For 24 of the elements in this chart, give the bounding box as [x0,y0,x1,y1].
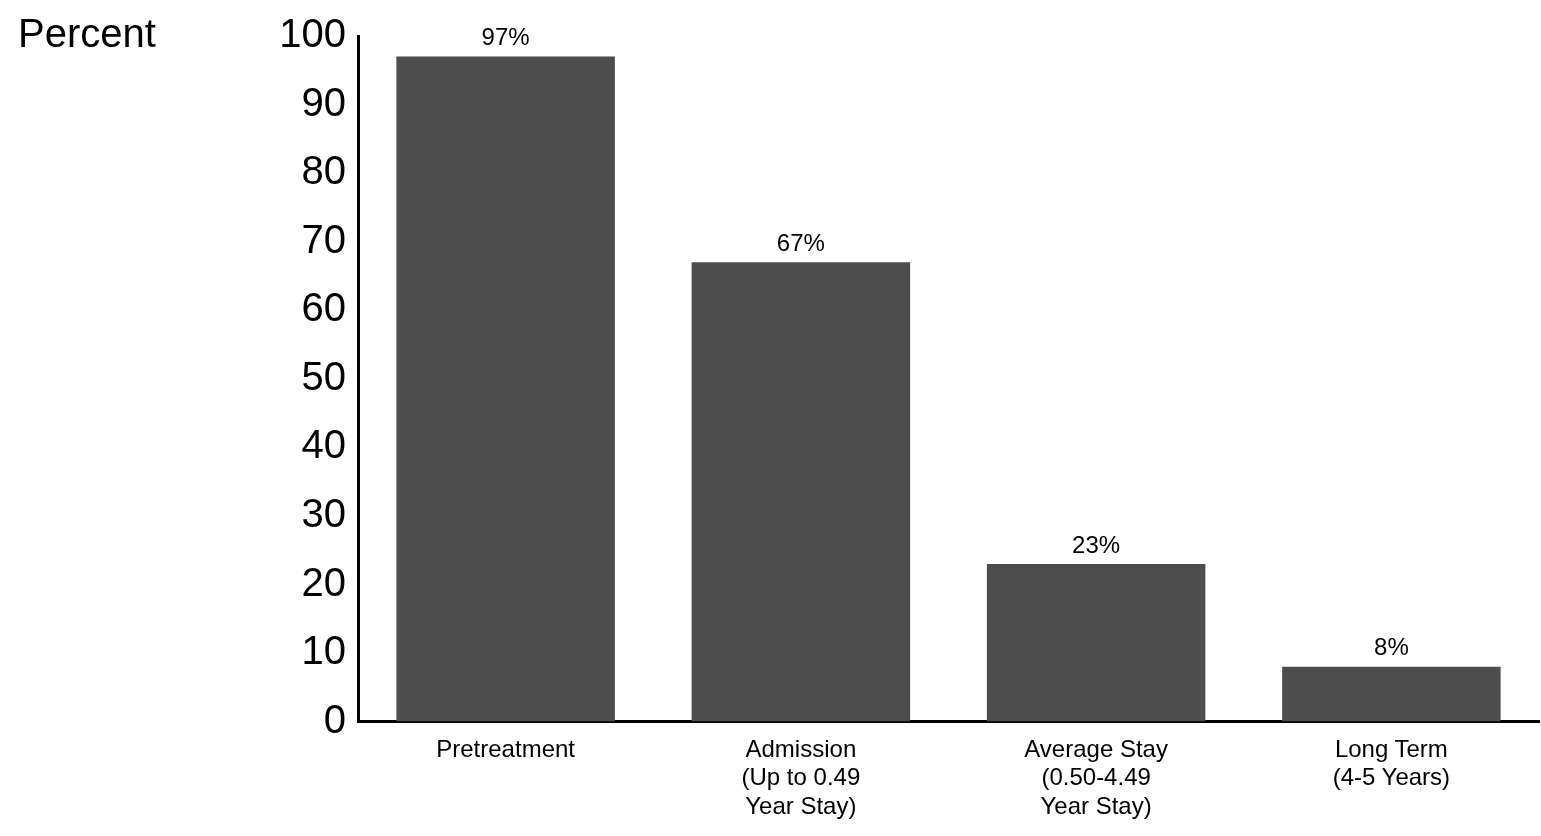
data-label: 23% [1072,530,1121,558]
y-tick-label: 100 [279,11,346,56]
x-tick-label: Long Term (4-5 Years) [1332,734,1451,791]
bar [396,56,615,722]
bar [691,262,911,722]
y-tick-label: 50 [301,353,346,398]
y-tick-label: 10 [301,628,346,673]
y-tick-label: 30 [301,490,346,535]
data-label: 67% [776,228,825,256]
y-tick-label: 70 [301,216,346,261]
data-label: 8% [1374,633,1409,661]
y-tick-label: 90 [301,79,346,124]
y-tick-label: 60 [301,285,346,330]
y-tick-label: 80 [301,148,346,193]
x-tick-label: Average Stay (0.50-4.49 Year Stay) [1024,734,1168,820]
y-tick-label: 20 [301,559,346,604]
x-tick-label: Pretreatment [436,734,576,762]
y-tick-label: 0 [323,696,346,741]
bar [1282,666,1501,722]
x-tick-label: Admission (Up to 0.49 Year Stay) [741,734,861,820]
bar [986,563,1206,722]
y-axis-title: Percent [18,11,156,56]
data-label: 97% [481,23,530,51]
y-tick-label: 40 [301,422,346,467]
